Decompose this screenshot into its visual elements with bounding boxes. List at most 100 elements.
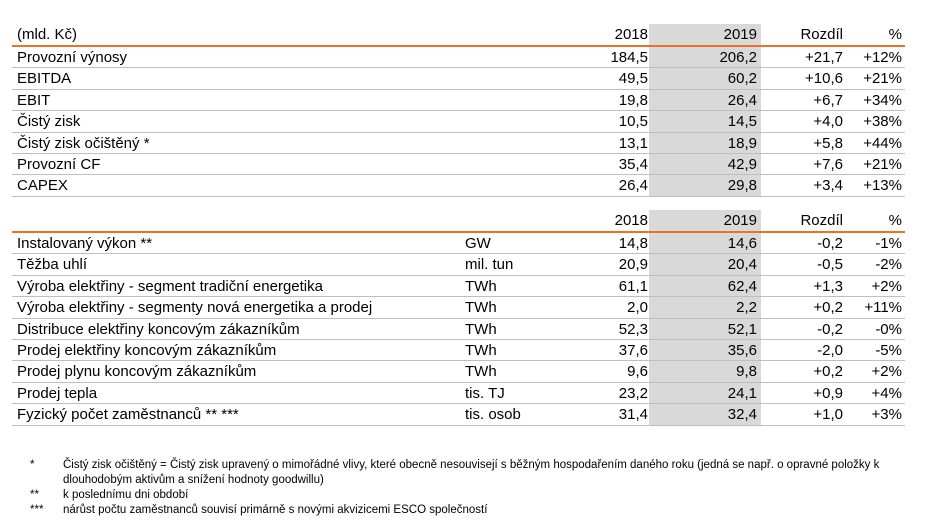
value-2019: 29,8	[649, 175, 761, 196]
value-2019: 14,6	[649, 233, 761, 254]
row-label: Provozní výnosy	[17, 49, 128, 66]
value-2019: 32,4	[649, 404, 761, 425]
value-2019: 18,9	[649, 132, 761, 153]
table-row: Prodej tepla tis. TJ 23,2 24,1 +0,9 +4%	[12, 382, 905, 405]
value-pct: +38%	[863, 113, 902, 131]
table-row: Těžba uhlí mil. tun 20,9 20,4 -0,5 -2%	[12, 254, 905, 276]
financial-table-header: (mld. Kč) 2018 2019 Rozdíl %	[12, 24, 905, 47]
footnote: * Čistý zisk očištěný = Čistý zisk uprav…	[30, 458, 940, 488]
value-2019: 2,2	[649, 297, 761, 318]
footnote-mark: **	[30, 489, 39, 501]
value-diff: +1,0	[813, 406, 843, 424]
row-label: Distribuce elektřiny koncovým zákazníkům	[17, 320, 300, 338]
value-diff: +10,6	[805, 70, 843, 88]
table-row: Distribuce elektřiny koncovým zákazníkům…	[12, 318, 905, 340]
value-diff: -0,2	[817, 320, 843, 338]
row-unit: GW	[465, 235, 491, 252]
row-label: Těžba uhlí	[17, 256, 88, 274]
value-pct: +3%	[871, 406, 902, 424]
value-2019: 206,2	[649, 47, 761, 68]
value-2018: 26,4	[618, 177, 648, 195]
row-label: Provozní CF	[17, 155, 101, 173]
footnote-text: Čistý zisk očištěný = Čistý zisk upraven…	[63, 459, 880, 486]
value-pct: +13%	[863, 177, 902, 195]
row-label: Čistý zisk	[17, 113, 81, 131]
value-2018: 37,6	[618, 341, 648, 359]
row-label: Výroba elektřiny - segment tradiční ener…	[17, 277, 323, 295]
value-pct: +21%	[863, 155, 902, 173]
value-2019: 14,5	[649, 111, 761, 132]
table-row: Provozní CF 35,4 42,9 +7,6 +21%	[12, 153, 905, 176]
table-row: Čistý zisk očištěný * 13,1 18,9 +5,8 +44%	[12, 132, 905, 154]
value-diff: +4,0	[813, 113, 843, 131]
value-pct: -1%	[875, 235, 902, 252]
value-2018: 19,8	[618, 91, 648, 109]
row-label: CAPEX	[17, 177, 68, 195]
footnote: *** nárůst počtu zaměstnanců souvisí pri…	[30, 503, 940, 518]
table-row: Instalovaný výkon ** GW 14,8 14,6 -0,2 -1%	[12, 233, 905, 255]
footnote-mark: *	[30, 459, 35, 471]
operating-table: 2018 2019 Rozdíl % Instalovaný výkon ** G…	[12, 210, 905, 426]
row-label: EBIT	[17, 91, 51, 109]
value-pct: +2%	[871, 277, 902, 295]
table-row: Výroba elektřiny - segmenty nová energet…	[12, 297, 905, 319]
value-2018: 10,5	[618, 113, 648, 131]
col-2019: 2019	[649, 24, 761, 45]
value-diff: -0,2	[817, 235, 843, 252]
table-row: Čistý zisk 10,5 14,5 +4,0 +38%	[12, 111, 905, 133]
row-unit: TWh	[465, 363, 497, 381]
footnote-text: nárůst počtu zaměstnanců souvisí primárn…	[63, 504, 488, 516]
financial-table: (mld. Kč) 2018 2019 Rozdíl % Provozní vý…	[12, 24, 905, 197]
value-pct: +34%	[863, 91, 902, 109]
value-diff: -0,5	[817, 256, 843, 274]
value-diff: +1,3	[813, 277, 843, 295]
col-diff: Rozdíl	[800, 26, 843, 43]
value-pct: -2%	[875, 256, 902, 274]
value-2019: 42,9	[649, 153, 761, 175]
table-row: EBIT 19,8 26,4 +6,7 +34%	[12, 89, 905, 112]
value-diff: +6,7	[813, 91, 843, 109]
value-2019: 52,1	[649, 318, 761, 339]
value-2019: 26,4	[649, 89, 761, 111]
value-pct: +4%	[871, 384, 902, 402]
value-2018: 9,6	[627, 363, 648, 381]
row-label: Čistý zisk očištěný *	[17, 134, 150, 152]
value-pct: +44%	[863, 134, 902, 152]
table-row: Prodej plynu koncovým zákazníkům TWh 9,6 9,…	[12, 361, 905, 383]
value-2018: 184,5	[610, 49, 648, 66]
table-row: CAPEX 26,4 29,8 +3,4 +13%	[12, 175, 905, 197]
value-2018: 35,4	[618, 155, 648, 173]
row-label: EBITDA	[17, 70, 72, 88]
operating-table-header: 2018 2019 Rozdíl %	[12, 210, 905, 233]
footnotes: * Čistý zisk očištěný = Čistý zisk uprav…	[30, 458, 940, 518]
value-2019: 9,8	[649, 361, 761, 382]
table-row: Prodej elektřiny koncovým zákazníkům TWh 3…	[12, 339, 905, 362]
value-diff: +7,6	[813, 155, 843, 173]
value-pct: +2%	[871, 363, 902, 381]
value-2018: 31,4	[618, 406, 648, 424]
table-row: Fyzický počet zaměstnanců ** *** tis. oso…	[12, 404, 905, 426]
value-2019: 62,4	[649, 275, 761, 297]
row-unit: TWh	[465, 341, 497, 359]
value-diff: +21,7	[805, 49, 843, 66]
value-pct: +11%	[864, 299, 902, 317]
value-pct: -0%	[875, 320, 902, 338]
table-row: Provozní výnosy 184,5 206,2 +21,7 +12%	[12, 47, 905, 69]
row-label: Výroba elektřiny - segmenty nová energet…	[17, 299, 373, 317]
row-label: Instalovaný výkon **	[17, 235, 153, 252]
row-unit: TWh	[465, 299, 497, 317]
value-diff: +0,2	[813, 299, 843, 317]
row-label: Prodej plynu koncovým zákazníkům	[17, 363, 257, 381]
row-unit: tis. osob	[465, 406, 521, 424]
value-2018: 13,1	[618, 134, 648, 152]
value-pct: +12%	[863, 49, 902, 66]
value-2018: 49,5	[618, 70, 648, 88]
col-pct: %	[888, 212, 902, 229]
value-pct: -5%	[875, 341, 902, 359]
value-2019: 35,6	[649, 339, 761, 361]
footnote: ** k poslednímu dni období	[30, 488, 940, 503]
value-2018: 2,0	[627, 299, 648, 317]
col-diff: Rozdíl	[800, 212, 843, 229]
value-2018: 23,2	[618, 384, 648, 402]
row-label: Fyzický počet zaměstnanců ** ***	[17, 406, 239, 424]
